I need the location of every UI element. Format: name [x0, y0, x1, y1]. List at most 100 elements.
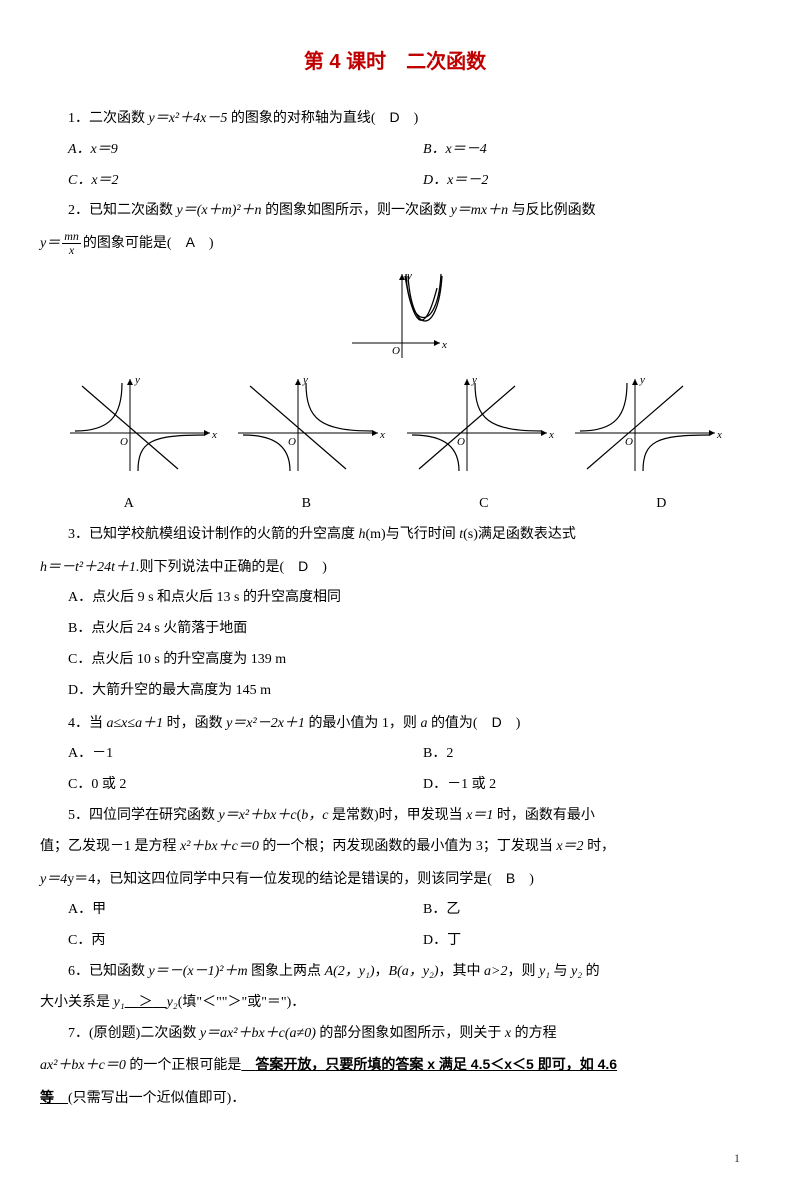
q7-line2: ax²＋bx＋c＝0 的一个正根可能是 答案开放，只要所填的答案 x 满足 4.…	[40, 1049, 750, 1082]
q1-opts-row1: A．x＝9 B．x＝－4	[40, 135, 750, 166]
q2-expr2: y＝mx＋n	[451, 203, 509, 218]
q6-pB: B(a，y₂)	[389, 964, 439, 979]
q1-end: )	[400, 111, 419, 126]
q2-line1: 2．已知二次函数 y＝(x＋m)²＋n 的图象如图所示，则一次函数 y＝mx＋n…	[40, 196, 750, 227]
svg-text:x: x	[716, 429, 722, 441]
svg-text:O: O	[288, 436, 296, 448]
q1-optB: B．x＝－4	[395, 135, 750, 166]
q6-blank: ＞	[125, 995, 167, 1010]
q2-figC-icon: xyO	[397, 371, 562, 481]
q5-l1-pre: 5．四位同学在研究函数	[68, 808, 219, 823]
q1-post: 的图象的对称轴为直线(	[227, 111, 389, 126]
q7-ans: 答案开放，只要所填的答案 x 满足 4.5＜x＜5 即可，如 4.6	[241, 1056, 617, 1072]
q6-cond: a>2	[484, 964, 507, 979]
q5-ans: B	[506, 870, 515, 886]
q4-mid: 时，函数	[163, 716, 226, 731]
q1-expr: y＝x²＋4x－5	[149, 111, 228, 126]
q6-l1-post: ，则	[507, 964, 539, 979]
q3-line1: 3．已知学校航模组设计制作的火箭的升空高度 h(m)与飞行时间 t(s)满足函数…	[40, 520, 750, 551]
q3-ans: D	[298, 558, 308, 574]
q5-optA: A．甲	[40, 895, 395, 926]
q4-optD: D．－1 或 2	[395, 770, 750, 801]
q1-opts-row2: C．x＝2 D．x＝－2	[40, 166, 750, 197]
q6-l1-end: 的	[582, 964, 600, 979]
q2-expr1: y＝(x＋m)²＋n	[177, 203, 262, 218]
q2-frac: mnx	[62, 230, 81, 257]
q2-top-figure: x y O	[40, 268, 750, 363]
q6-ans: ＞	[139, 995, 153, 1010]
q6-l1-mid2: ，其中	[439, 964, 485, 979]
q5-optC: C．丙	[40, 926, 395, 957]
q6-line2: 大小关系是 y₁ ＞ y₂(填"＜""＞"或"＝")．	[40, 988, 750, 1019]
q1-ans: D	[390, 109, 400, 125]
q4-opts-row1: A．－1 B．2	[40, 739, 750, 770]
svg-text:x: x	[379, 429, 385, 441]
page-title: 第 4 课时 二次函数	[40, 40, 750, 84]
q2-labels: A B C D	[40, 489, 750, 520]
svg-text:x: x	[211, 429, 217, 441]
q5-expr1: y＝x²＋bx＋c	[219, 808, 297, 823]
q5-l2-pre: 值；乙发现－1 是方程	[40, 839, 180, 854]
svg-text:y: y	[639, 374, 645, 386]
q1-pre: 1．二次函数	[68, 111, 149, 126]
q3-l2-post: 则下列说法中正确的是(	[139, 560, 298, 575]
q5-line1: 5．四位同学在研究函数 y＝x²＋bx＋c(b，c 是常数)时，甲发现当 x＝1…	[40, 801, 750, 832]
q7-line3: 等 (只需写出一个近似值即可)．	[40, 1082, 750, 1115]
q3-expr: h＝－t²＋24t＋1.	[40, 560, 139, 575]
q4-cond: a≤x≤a＋1	[107, 716, 164, 731]
q7-ans-text: 答案开放，只要所填的答案 x 满足 4.5＜x＜5 即可，如 4.6	[255, 1056, 617, 1072]
q6-expr: y＝－(x－1)²＋m	[149, 964, 248, 979]
q2-labelB: B	[218, 489, 396, 520]
q7-expr: y＝ax²＋bx＋c(a≠0)	[200, 1026, 316, 1041]
q2-line2: y＝mnx的图象可能是( A )	[40, 227, 750, 260]
q6-l1-mid1: 图象上两点	[248, 964, 325, 979]
q4-post1: 的最小值为 1，则	[305, 716, 421, 731]
svg-text:O: O	[392, 345, 400, 357]
q7-line1: 7．(原创题)二次函数 y＝ax²＋bx＋c(a≠0) 的部分图象如图所示，则关…	[40, 1019, 750, 1050]
q5-expr2: x²＋bx＋c＝0	[180, 839, 259, 854]
q5-l3-end: )	[515, 872, 534, 887]
q4-pre: 4．当	[68, 716, 107, 731]
q2-l2-end: )	[195, 236, 214, 251]
q7-expr2: ax²＋bx＋c＝0	[40, 1058, 126, 1073]
q3-l1-post: (s)满足函数表达式	[463, 527, 576, 542]
q2-frac-n: mn	[62, 230, 81, 244]
q2-frac-d: x	[62, 244, 81, 257]
q6-l1-pre: 6．已知函数	[68, 964, 149, 979]
q4-optA: A．－1	[40, 739, 395, 770]
q4-optB: B．2	[395, 739, 750, 770]
q3-optC: C．点火后 10 s 的升空高度为 139 m	[40, 645, 750, 676]
q5-bc: b，c	[301, 808, 328, 823]
q5-opts-row1: A．甲 B．乙	[40, 895, 750, 926]
q4-ans: D	[492, 714, 502, 730]
q3-optB: B．点火后 24 s 火箭落于地面	[40, 614, 750, 645]
q6-l2-pre: 大小关系是	[40, 995, 114, 1010]
q2-l1-mid: 的图象如图所示，则一次函数	[262, 203, 451, 218]
q5-opts-row2: C．丙 D．丁	[40, 926, 750, 957]
q1-stem: 1．二次函数 y＝x²＋4x－5 的图象的对称轴为直线( D )	[40, 102, 750, 135]
q4-optC: C．0 或 2	[40, 770, 395, 801]
q2-l1-pre: 2．已知二次函数	[68, 203, 177, 218]
q6-and: 与	[550, 964, 571, 979]
svg-text:O: O	[457, 436, 465, 448]
svg-text:y: y	[471, 374, 477, 386]
q3-l2-end: )	[308, 560, 327, 575]
svg-text:x: x	[441, 339, 447, 351]
q5-x1: x＝1	[466, 808, 493, 823]
q5-l2-post: 时，	[584, 839, 616, 854]
q2-figB-icon: xyO	[228, 371, 393, 481]
q5-l3-pre: y＝4，已知这四位同学中只有一位发现的结论是错误的，则该同学是(	[67, 872, 506, 887]
q6-comma: ，	[375, 964, 389, 979]
q1-optC: C．x＝2	[40, 166, 395, 197]
q6-y1: y₁	[539, 964, 550, 979]
q2-l1-post: 与反比例函数	[508, 203, 596, 218]
q6-pA: A(2，y₁)	[325, 964, 375, 979]
q5-line2: 值；乙发现－1 是方程 x²＋bx＋c＝0 的一个根；丙发现函数的最小值为 3；…	[40, 832, 750, 863]
q3-line2: h＝－t²＋24t＋1.则下列说法中正确的是( D )	[40, 551, 750, 584]
q1-optD: D．x＝－2	[395, 166, 750, 197]
q4-post2: 的值为(	[427, 716, 491, 731]
q2-parabola-icon: x y O	[340, 268, 450, 363]
q2-labelA: A	[40, 489, 218, 520]
q5-l3-pre-y: y＝4	[40, 872, 67, 887]
q7-ans2: 等	[40, 1089, 54, 1105]
